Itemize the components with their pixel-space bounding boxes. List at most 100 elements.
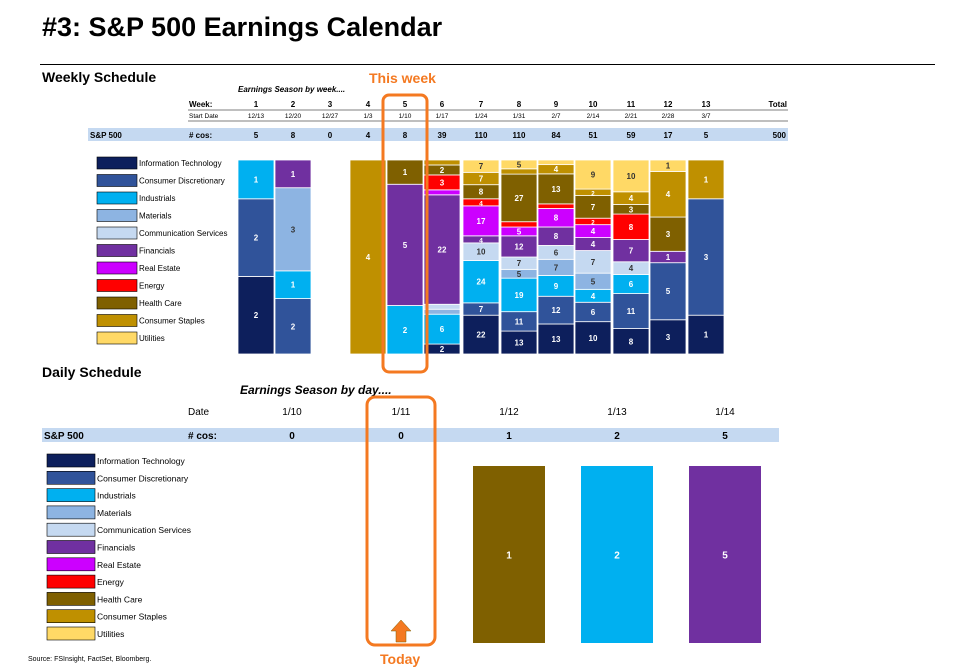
week-count-label: 84 [552, 131, 561, 140]
daily-legend-swatch [46, 522, 96, 537]
weekly-segment-label: 5 [517, 227, 522, 236]
week-start-date-label: 12/20 [285, 113, 302, 120]
daily-legend-swatch [46, 557, 96, 572]
week-count-label: 110 [513, 131, 526, 140]
weekly-segment-label: 7 [591, 203, 596, 212]
weekly-segment-label: 4 [629, 264, 634, 273]
daily-legend-label: Communication Services [97, 525, 191, 535]
week-number-label: 7 [479, 100, 484, 109]
weekly-legend-swatch [96, 279, 138, 292]
weekly-segment-label: 12 [515, 242, 524, 251]
weekly-bar-segment [612, 293, 650, 329]
weekly-segment-label: 2 [403, 326, 408, 335]
weekly-segment-label: 24 [477, 278, 486, 287]
weekly-cos-label: # cos: [189, 131, 212, 140]
weekly-segment-label: 2 [591, 219, 595, 226]
daily-legend-label: Utilities [97, 629, 124, 639]
weekly-segment-label: 2 [440, 345, 445, 354]
week-start-date-label: 1/31 [513, 113, 526, 120]
daily-cos-label: # cos: [188, 431, 217, 442]
week-count-label: 5 [254, 131, 259, 140]
daily-bar-label: 1 [506, 551, 512, 562]
week-number-label: 3 [328, 100, 333, 109]
week-start-date-label: 1/17 [436, 113, 449, 120]
weekly-segment-label: 3 [704, 253, 709, 262]
daily-date-value: 1/10 [282, 407, 302, 418]
weekly-segment-label: 2 [591, 190, 595, 197]
weekly-legend-label: Utilities [139, 334, 165, 343]
weekly-segment-label: 11 [627, 307, 636, 316]
weekly-bar-segment [612, 328, 650, 355]
weekly-segment-label: 1 [704, 331, 709, 340]
daily-legend-label: Financials [97, 543, 135, 553]
weekly-segment-label: 3 [666, 230, 671, 239]
weekly-segment-label: 2 [291, 322, 296, 331]
weekly-segment-label: 6 [629, 280, 634, 289]
daily-date-value: 1/14 [715, 407, 735, 418]
daily-legend-swatch [46, 488, 96, 502]
daily-bar [581, 466, 653, 643]
weekly-segment-label: 3 [666, 333, 671, 342]
weekly-segment-label: 19 [515, 291, 524, 300]
daily-date-value: 1/12 [499, 407, 519, 418]
weekly-segment-label: 7 [479, 175, 484, 184]
weekly-segment-label: 10 [627, 172, 636, 181]
weekly-segment-label: 1 [666, 253, 671, 262]
weekly-segment-label: 7 [479, 305, 484, 314]
weekly-bar-segment [574, 321, 612, 355]
weekly-legend-label: Consumer Staples [139, 317, 205, 326]
week-number-label: 11 [627, 100, 636, 109]
weekly-segment-label: 4 [591, 227, 596, 236]
weekly-bar-segment [687, 159, 725, 200]
weekly-segment-label: 7 [479, 162, 484, 171]
weekly-bar-segment [612, 159, 650, 193]
daily-date-value: 1/13 [607, 407, 627, 418]
week-start-date-label: 1/3 [363, 113, 372, 120]
week-number-label: 9 [554, 100, 559, 109]
daily-section-title: Daily Schedule [42, 364, 142, 380]
weekly-segment-label: 2 [254, 311, 259, 320]
daily-legend-label: Real Estate [97, 560, 141, 570]
weekly-segment-label: 1 [291, 170, 296, 179]
weekly-legend-label: Industrials [139, 194, 175, 203]
daily-legend-swatch [46, 592, 96, 606]
week-number-label: 2 [291, 100, 296, 109]
weekly-bar-segment [274, 298, 312, 355]
weekly-segment-label: 9 [554, 282, 559, 291]
weekly-legend-swatch [96, 191, 138, 205]
daily-counts-band [42, 428, 779, 442]
daily-date-value: 1/11 [392, 407, 411, 418]
weekly-legend-swatch [96, 244, 138, 257]
weekly-bar-segment [237, 198, 275, 277]
start-date-header-label: Start Date [189, 113, 219, 120]
week-number-label: 4 [366, 100, 371, 109]
week-number-label: 6 [440, 100, 445, 109]
daily-bar [473, 466, 545, 643]
weekly-bar-segment [423, 194, 461, 305]
weekly-segment-label: 6 [591, 308, 596, 317]
weekly-legend-swatch [96, 261, 138, 275]
weekly-segment-label: 3 [440, 178, 445, 187]
weekly-segment-label: 2 [440, 166, 445, 175]
week-start-date-label: 12/27 [322, 113, 339, 120]
weekly-legend-label: Energy [139, 282, 164, 291]
week-count-label: 51 [589, 131, 598, 140]
weekly-bar-segment [687, 314, 725, 355]
weekly-segment-label: 6 [440, 325, 445, 334]
daily-bar-label: 5 [722, 551, 728, 562]
weekly-legend-swatch [96, 296, 138, 310]
weekly-segment-label: 17 [477, 217, 486, 226]
week-count-label: 8 [291, 131, 296, 140]
daily-count-label: 5 [722, 431, 728, 442]
daily-count-label: 0 [289, 431, 295, 442]
source-note: Source: FSInsight, FactSet, Bloomberg. [28, 656, 152, 663]
weekly-bar-segment [612, 213, 650, 240]
daily-legend-swatch [46, 470, 96, 485]
page-title: #3: S&P 500 Earnings Calendar [42, 12, 443, 42]
weekly-legend-label: Information Technology [139, 159, 222, 168]
week-count-label: 0 [328, 131, 333, 140]
weekly-segment-label: 8 [479, 188, 484, 197]
daily-count-label: 0 [398, 431, 404, 442]
this-week-label: This week [369, 70, 436, 86]
